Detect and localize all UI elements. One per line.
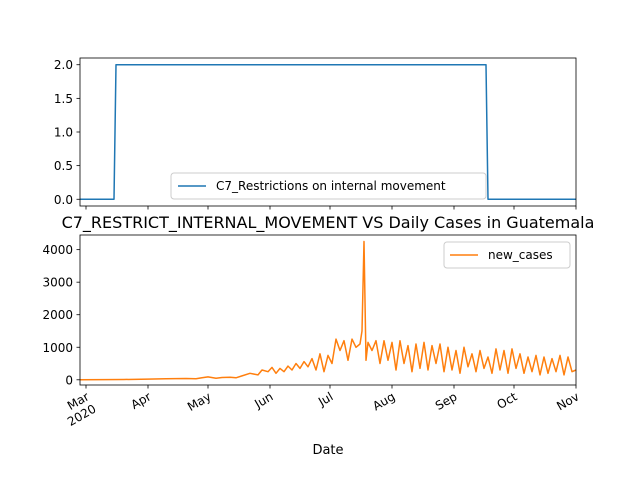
x-tick-label: Jun	[251, 389, 275, 411]
y-tick-label: 0.0	[54, 193, 73, 207]
y-tick-label: 1.5	[54, 92, 73, 106]
y-tick-label: 4000	[42, 243, 73, 257]
y-tick-label: 0	[65, 373, 73, 387]
x-tick-label: Sep	[433, 389, 460, 412]
x-tick-label: Apr	[129, 389, 154, 412]
x-tick-label: Mar2020	[58, 389, 99, 429]
y-tick-label: 2.0	[54, 58, 73, 72]
x-tick-label: Aug	[370, 389, 397, 413]
legend-box	[443, 241, 571, 269]
x-tick-label: Jul	[315, 389, 335, 409]
y-tick-label: 3000	[42, 276, 73, 290]
series-line-new-cases	[79, 240, 577, 381]
x-tick-label: Oct	[495, 389, 520, 412]
chart-title: C7_RESTRICT_INTERNAL_MOVEMENT VS Daily C…	[62, 213, 595, 233]
x-tick-label: May	[185, 389, 213, 414]
x-tick-label: Nov	[554, 389, 581, 413]
legend-label: C7_Restrictions on internal movement	[216, 179, 446, 193]
restrictions-subplot: 0.0 0.5 1.0 1.5 2.0 C7_Restrictions on intern…	[54, 57, 577, 210]
y-tick-label: 1.0	[54, 126, 73, 140]
series-line-c7-restrictions-on-internal-movement	[80, 63, 576, 201]
y-tick-label: 1000	[42, 341, 73, 355]
legend-label: new_cases	[488, 248, 553, 262]
x-axis-label: Date	[312, 443, 343, 458]
y-tick-label: 0.5	[54, 159, 73, 173]
legend-box	[170, 172, 487, 200]
axes-frame	[79, 234, 577, 386]
cases-subplot: 0 1000 2000 3000 4000 Mar2020 Apr May Jun Jul Aug S…	[42, 234, 582, 429]
y-tick-label: 2000	[42, 308, 73, 322]
